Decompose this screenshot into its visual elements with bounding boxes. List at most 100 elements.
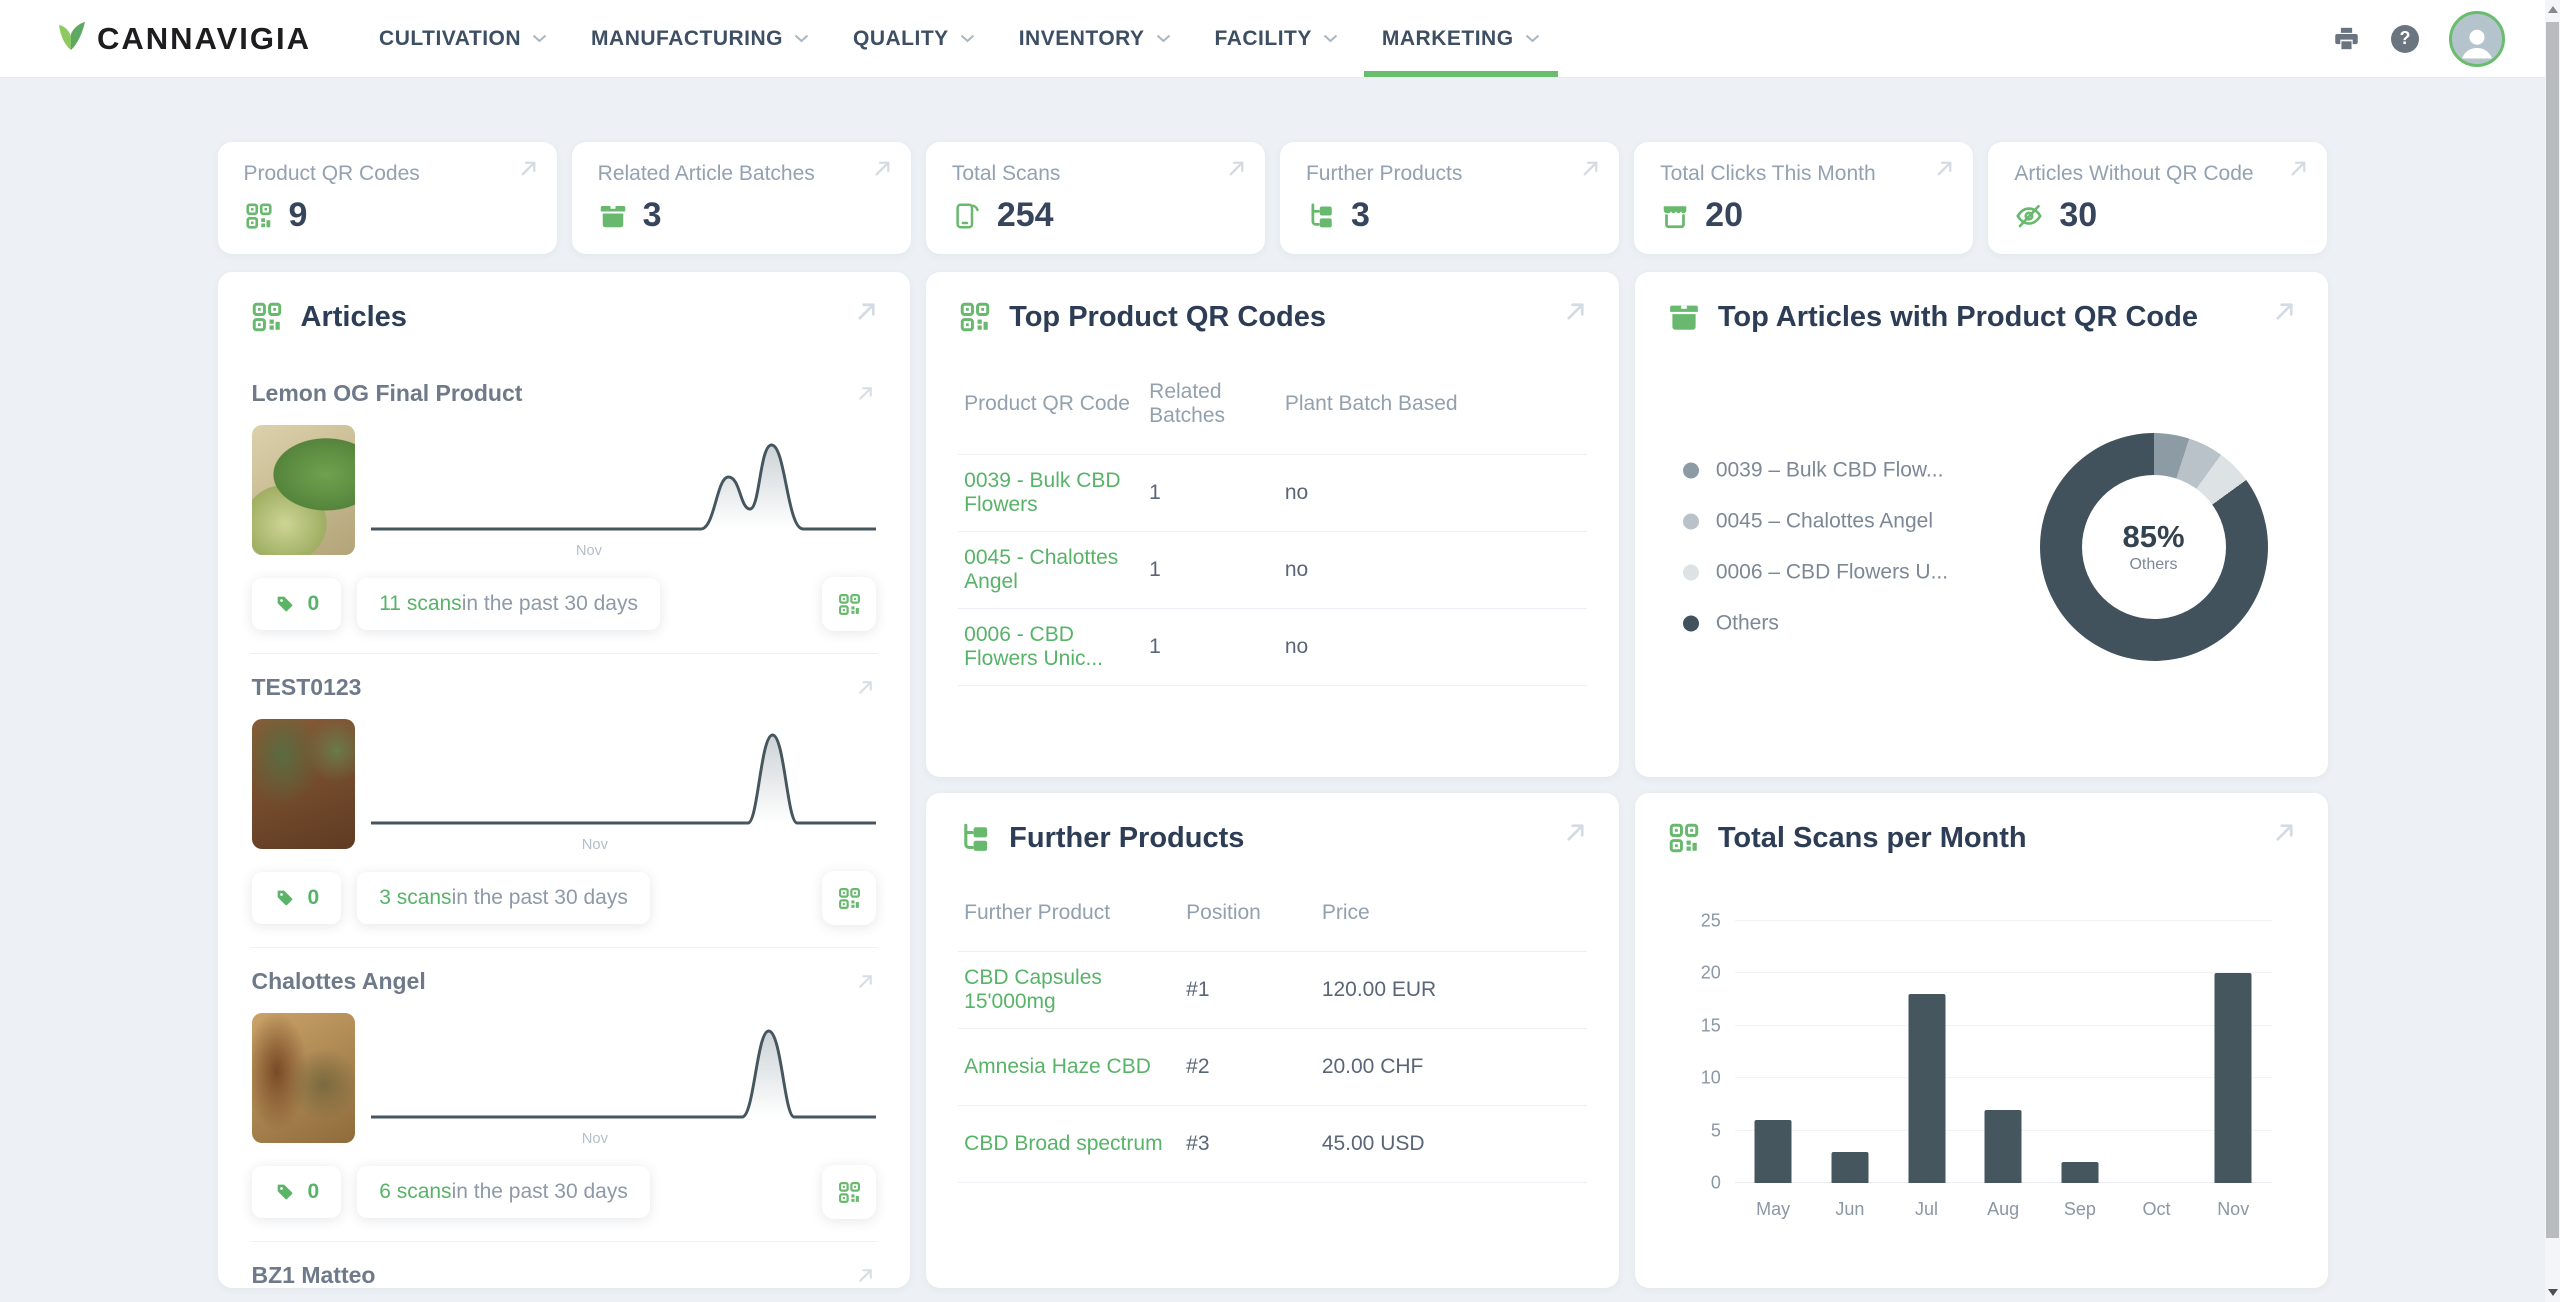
x-axis-labels: May Jun Jul Aug Sep Oct Nov [1735, 1199, 2272, 1220]
external-link-icon[interactable] [1933, 157, 1956, 180]
donut-chart-wrap: 85% Others [2039, 432, 2268, 661]
stat-value: 3 [642, 196, 662, 234]
nav-facility[interactable]: FACILITY [1193, 0, 1360, 77]
y-axis-tick: 5 [1710, 1120, 1721, 1141]
legend-dot [1682, 615, 1699, 631]
storefront-icon [1663, 205, 1687, 228]
stat-card-related-article-batches[interactable]: Related Article Batches 3 [571, 142, 911, 254]
nav-manufacturing[interactable]: MANUFACTURING [569, 0, 831, 77]
bar-aug [1984, 1109, 2022, 1183]
external-link-icon[interactable] [2271, 819, 2298, 846]
external-link-icon[interactable] [853, 298, 880, 325]
stat-label: Total Clicks This Month [1660, 162, 1876, 185]
stat-label: Total Scans [951, 162, 1061, 185]
donut-legend: 0039 – Bulk CBD Flow... 0045 – Chalottes… [1682, 458, 1948, 635]
scrollbar-thumb[interactable] [2546, 22, 2559, 1238]
table-row: 0045 - Chalottes Angel 1 no [958, 532, 1587, 609]
product-qr-link[interactable]: 0006 - CBD Flowers Unic... [964, 623, 1104, 670]
chevron-down-icon [1323, 34, 1338, 43]
external-link-icon[interactable] [517, 157, 540, 180]
scans-badge: 6 scans in the past 30 days [357, 1166, 650, 1218]
scans-badge: 3 scans in the past 30 days [357, 872, 650, 924]
article-scans-sparkline: Nov [370, 425, 877, 563]
product-qr-link[interactable]: 0039 - Bulk CBD Flowers [964, 469, 1121, 516]
stat-value: 9 [288, 196, 308, 234]
open-article-icon[interactable] [855, 971, 876, 992]
qr-code-icon [838, 1181, 860, 1203]
further-product-link[interactable]: Amnesia Haze CBD [964, 1055, 1151, 1078]
further-product-link[interactable]: CBD Capsules 15'000mg [964, 966, 1102, 1013]
panels-grid: Articles Lemon OG Final Product [217, 272, 2328, 1288]
scrollbar-up-arrow[interactable] [2547, 6, 2558, 13]
article-name[interactable]: Chalottes Angel [251, 968, 426, 994]
total-scans-per-month-panel: Total Scans per Month 0 5 10 15 20 25 [1634, 793, 2328, 1288]
qr-code-button[interactable] [822, 1165, 877, 1219]
article-thumbnail [251, 719, 355, 849]
article-name[interactable]: Lemon OG Final Product [251, 380, 523, 406]
page-scrollbar[interactable] [2545, 0, 2560, 1302]
stat-card-total-clicks[interactable]: Total Clicks This Month 20 [1634, 142, 1974, 254]
legend-item: 0039 – Bulk CBD Flow... [1682, 458, 1948, 482]
table-row: CBD Broad spectrum #3 45.00 USD [958, 1106, 1587, 1183]
external-link-icon[interactable] [1562, 819, 1589, 846]
legend-dot [1682, 513, 1699, 529]
further-product-link[interactable]: CBD Broad spectrum [964, 1132, 1163, 1155]
table-row: CBD Capsules 15'000mg #1 120.00 EUR [958, 952, 1587, 1029]
scans-badge: 11 scans in the past 30 days [357, 578, 660, 630]
article-scans-sparkline: Nov [370, 1013, 877, 1151]
external-link-icon[interactable] [1562, 298, 1589, 325]
stat-card-total-scans[interactable]: Total Scans 254 [925, 142, 1265, 254]
qr-code-button[interactable] [822, 577, 877, 631]
product-qr-link[interactable]: 0045 - Chalottes Angel [964, 546, 1119, 593]
print-button[interactable] [2331, 24, 2361, 54]
qr-code-button[interactable] [822, 871, 877, 925]
x-axis-tick: Nov [2217, 1199, 2250, 1219]
package-icon [1669, 305, 1698, 330]
x-axis-tick: Jul [1915, 1199, 1939, 1219]
stat-card-articles-without-qr[interactable]: Articles Without QR Code 30 [1988, 142, 2328, 254]
nav-cultivation[interactable]: CULTIVATION [357, 0, 569, 77]
chevron-down-icon [960, 34, 974, 43]
open-article-icon[interactable] [855, 383, 876, 404]
open-article-icon[interactable] [855, 677, 876, 698]
bar-nov [2214, 973, 2252, 1183]
scrollbar-down-arrow[interactable] [2547, 1289, 2558, 1296]
external-link-icon[interactable] [871, 157, 894, 180]
eye-off-icon [2016, 204, 2043, 227]
legend-dot [1682, 462, 1699, 478]
nav-marketing[interactable]: MARKETING [1360, 0, 1562, 77]
x-axis-tick: May [1756, 1199, 1791, 1219]
article-item: BZ1 Matteo [250, 1242, 879, 1288]
articles-list: Lemon OG Final Product Nov [249, 360, 879, 1288]
external-link-icon[interactable] [2287, 157, 2310, 180]
panel-title: Articles [300, 300, 407, 333]
nav-inventory[interactable]: INVENTORY [997, 0, 1193, 77]
qr-code-icon [252, 302, 281, 332]
bar-jul [1908, 994, 1945, 1183]
brand-logo[interactable]: CANNAVIGIA [55, 21, 311, 57]
stat-card-further-products[interactable]: Further Products 3 [1279, 142, 1620, 254]
tag-count-badge[interactable]: 0 [251, 1166, 342, 1218]
external-link-icon[interactable] [1225, 157, 1248, 180]
panel-title: Top Product QR Codes [1009, 300, 1327, 333]
x-axis-tick: Oct [2142, 1199, 2171, 1219]
article-thumbnail [251, 425, 355, 555]
article-name[interactable]: TEST0123 [251, 674, 362, 700]
tag-count-badge[interactable]: 0 [251, 578, 342, 630]
external-link-icon[interactable] [2271, 298, 2298, 325]
article-name[interactable]: BZ1 Matteo [251, 1262, 376, 1288]
stat-card-product-qr-codes[interactable]: Product QR Codes 9 [217, 142, 557, 254]
tag-count-badge[interactable]: 0 [251, 872, 342, 924]
article-item: Lemon OG Final Product Nov [249, 360, 879, 654]
qr-code-icon [960, 302, 990, 332]
x-axis-tick: Jun [1835, 1199, 1865, 1219]
open-article-icon[interactable] [855, 1265, 876, 1286]
further-products-panel: Further Products Further Product Positio… [926, 793, 1619, 1288]
person-icon [2461, 29, 2493, 58]
printer-icon [2334, 27, 2358, 50]
help-button[interactable]: ? [2391, 24, 2419, 53]
user-avatar[interactable] [2449, 10, 2505, 67]
nav-quality[interactable]: QUALITY [831, 0, 997, 77]
table-row: 0039 - Bulk CBD Flowers 1 no [958, 455, 1587, 532]
external-link-icon[interactable] [1579, 157, 1602, 180]
